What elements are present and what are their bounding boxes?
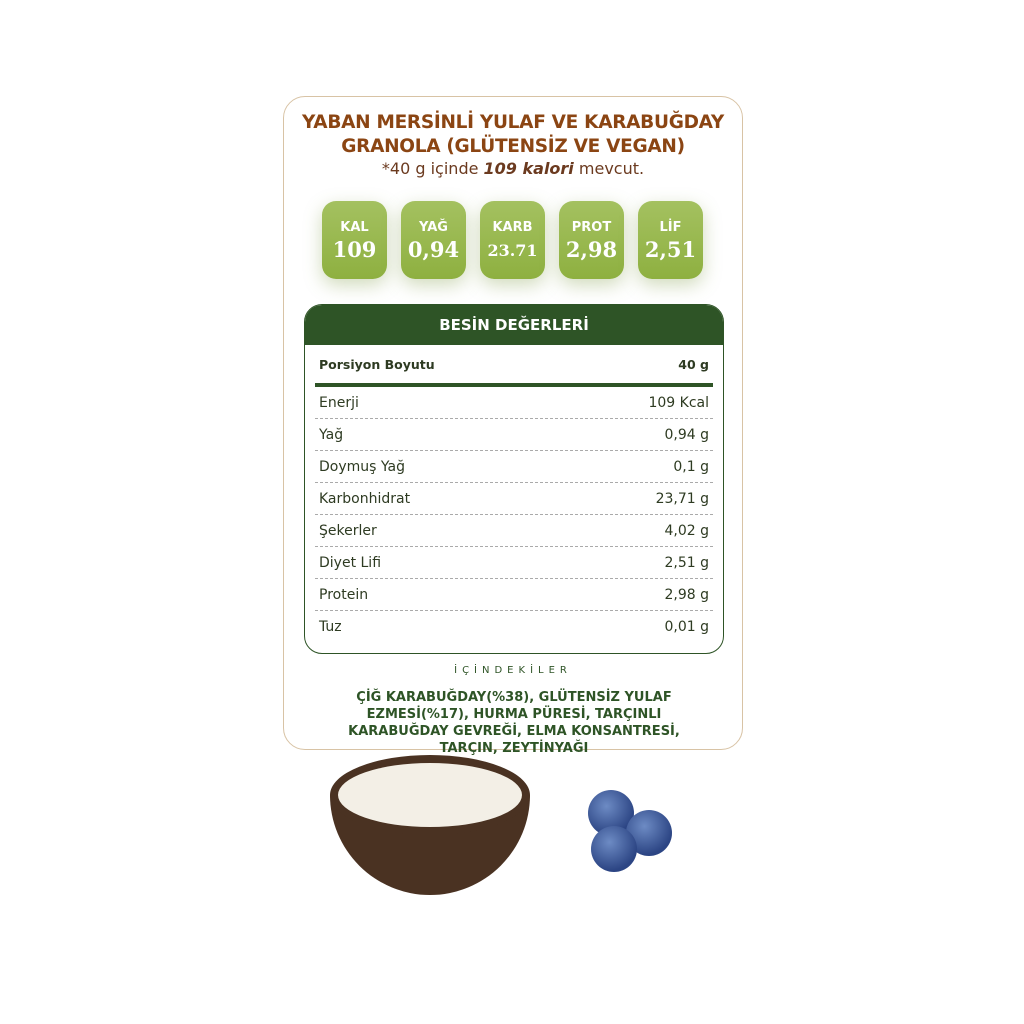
table-row: Yağ 0,94 g bbox=[315, 419, 713, 451]
ingredients-title: İÇİNDEKİLER bbox=[454, 665, 572, 676]
nutrition-card: YABAN MERSİNLİ YULAF VE KARABUĞDAY GRANO… bbox=[283, 96, 743, 756]
table-row: Diyet Lifi 2,51 g bbox=[315, 547, 713, 579]
blueberry-image bbox=[591, 826, 637, 872]
badge-kal: KAL 109 bbox=[322, 201, 387, 279]
table-row: Enerji 109 Kcal bbox=[315, 387, 713, 419]
ingredients-text: ÇİĞ KARABUĞDAY(%38), GLÜTENSİZ YULAF EZM… bbox=[348, 690, 680, 756]
badge-yag: YAĞ 0,94 bbox=[401, 201, 466, 279]
table-row: Tuz 0,01 g bbox=[319, 619, 709, 635]
serving-row: Porsiyon Boyutu 40 g bbox=[315, 345, 713, 387]
product-title: YABAN MERSİNLİ YULAF VE KARABUĞDAY GRANO… bbox=[301, 112, 724, 157]
table-row: Protein 2,98 g bbox=[315, 579, 713, 611]
table-header: BESİN DEĞERLERİ bbox=[305, 305, 723, 345]
macro-badges: KAL 109 YAĞ 0,94 KARB 23.71 PROT 2,98 LİF 2,5… bbox=[322, 201, 703, 279]
table-row: Doymuş Yağ 0,1 g bbox=[315, 451, 713, 483]
nutrition-table: BESİN DEĞERLERİ Porsiyon Boyutu 40 g Ener… bbox=[304, 304, 724, 654]
badge-karb: KARB 23.71 bbox=[480, 201, 545, 279]
table-row: Karbonhidrat 23,71 g bbox=[315, 483, 713, 515]
granola-bowl-image bbox=[330, 755, 530, 895]
calorie-note: *40 g içinde 109 kalori mevcut. bbox=[381, 159, 645, 178]
badge-lif: LİF 2,51 bbox=[638, 201, 703, 279]
table-row: Şekerler 4,02 g bbox=[315, 515, 713, 547]
badge-prot: PROT 2,98 bbox=[559, 201, 624, 279]
